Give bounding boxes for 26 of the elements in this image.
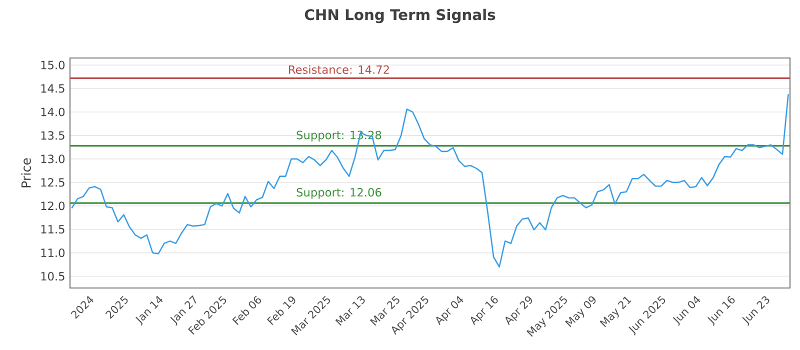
y-tick-label: 11.0 bbox=[41, 248, 65, 258]
x-tick-label: Jan 14 bbox=[136, 296, 163, 326]
line-series bbox=[71, 93, 789, 268]
x-tick-label: Apr 04 bbox=[436, 296, 464, 326]
y-tick-label: 12.0 bbox=[41, 202, 65, 210]
y-tick-label: 15.0 bbox=[41, 60, 65, 70]
ref-line-label: Support: 12.06 bbox=[296, 188, 382, 199]
x-tick-label: Mar 13 bbox=[335, 296, 365, 326]
y-tick-label: 11.5 bbox=[41, 225, 64, 234]
y-tick-label: 14.0 bbox=[41, 108, 65, 116]
x-tick-label: Feb 19 bbox=[266, 296, 296, 326]
x-tick-label: Jun 16 bbox=[708, 296, 735, 326]
y-tick-label: 10.5 bbox=[41, 272, 64, 281]
x-tick-label: Jun 04 bbox=[672, 296, 700, 326]
y-tick-label: 13.5 bbox=[41, 131, 64, 140]
ref-line-label: Resistance: 14.72 bbox=[289, 65, 389, 74]
x-tick-label: Apr 29 bbox=[505, 296, 532, 326]
x-tick-label: Jun 23 bbox=[742, 296, 770, 326]
x-tick-label: Feb 06 bbox=[232, 296, 261, 326]
y-tick-label: 12.5 bbox=[41, 178, 64, 187]
x-tick-label: Jan 27 bbox=[170, 295, 196, 326]
y-tick-label: 13.0 bbox=[41, 154, 65, 164]
x-tick-label: Apr 16 bbox=[470, 296, 498, 326]
y-tick-label: 14.5 bbox=[41, 84, 64, 93]
chart-title: CHN Long Term Signals bbox=[304, 8, 496, 24]
y-axis-title: Price bbox=[21, 158, 31, 188]
